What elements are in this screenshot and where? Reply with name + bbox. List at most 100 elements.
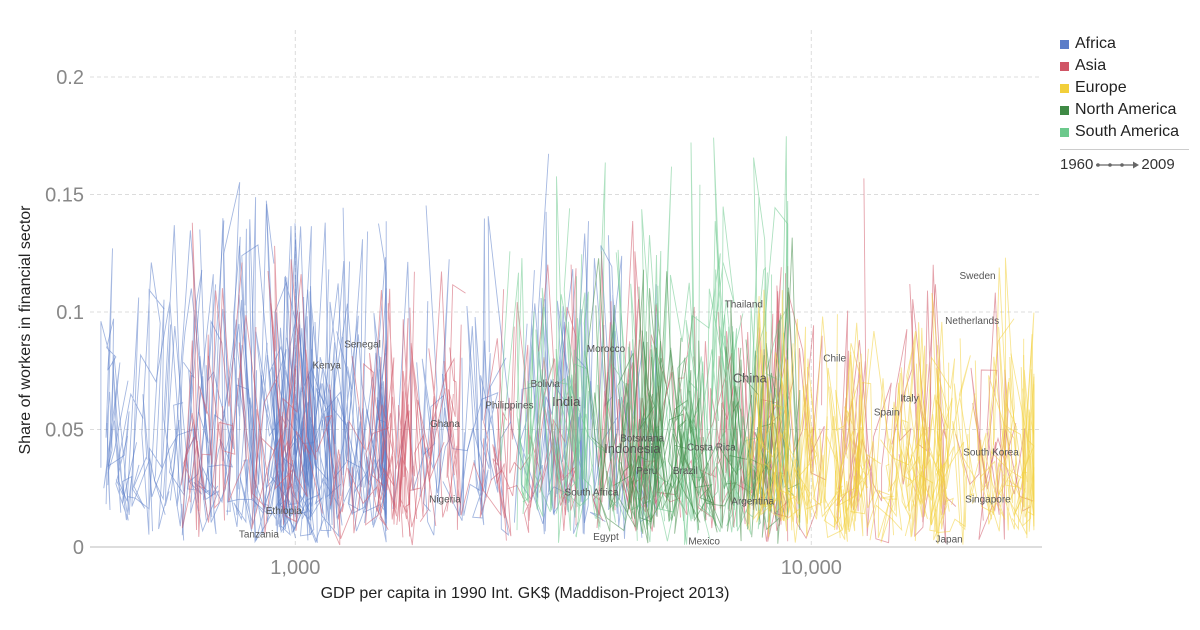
y-tick-label: 0.2 (56, 67, 84, 89)
country-trajectory (583, 291, 621, 519)
country-trajectory (850, 348, 881, 528)
x-tick-label: 10,000 (781, 557, 842, 579)
country-trajectory (627, 269, 660, 534)
legend-item[interactable]: Africa (1060, 33, 1195, 55)
country-trajectory (316, 356, 366, 546)
country-trajectory (698, 340, 735, 522)
country-trajectory (112, 361, 133, 521)
country-trajectory (834, 353, 864, 532)
country-trajectory (1027, 369, 1035, 527)
country-trajectory (479, 344, 530, 518)
country-trajectory (444, 324, 462, 530)
country-trajectory (990, 354, 1028, 535)
country-label: Singapore (965, 494, 1011, 505)
country-trajectory (117, 297, 166, 515)
country-trajectory (428, 271, 455, 518)
country-trajectory (756, 389, 823, 523)
country-label: Sweden (959, 271, 995, 282)
country-trajectory (286, 260, 345, 507)
country-label: Peru (636, 466, 657, 477)
legend-swatch (1060, 127, 1069, 137)
country-trajectory (606, 352, 687, 530)
country-label: Kenya (312, 360, 341, 371)
country-label: India (552, 394, 581, 409)
country-trajectory (823, 331, 934, 539)
country-trajectory (900, 367, 930, 537)
legend-label: Africa (1075, 35, 1116, 52)
country-trajectory (287, 259, 317, 531)
country-trajectory (585, 258, 644, 532)
country-trajectory (293, 373, 323, 533)
country-trajectory (952, 338, 966, 545)
country-trajectory (422, 218, 487, 516)
legend-swatch (1060, 39, 1069, 49)
country-label: Nigeria (429, 494, 461, 505)
country-trajectory (226, 204, 291, 534)
country-label: Senegal (344, 339, 381, 350)
country-trajectory (759, 289, 809, 537)
country-trajectory (729, 350, 757, 530)
country-trajectory (889, 369, 950, 532)
country-trajectory (351, 362, 394, 534)
country-trajectory (365, 289, 445, 537)
country-trajectory (753, 377, 817, 543)
country-label: Chile (823, 353, 846, 364)
country-trajectory (641, 271, 701, 523)
country-label: Japan (936, 534, 963, 545)
legend-swatch (1060, 105, 1069, 115)
country-trajectory (181, 340, 198, 531)
country-trajectory (891, 264, 947, 544)
country-trajectory (876, 345, 955, 538)
country-trajectory (931, 321, 976, 545)
country-label: Bolivia (530, 379, 560, 390)
country-label: Spain (874, 407, 900, 418)
timeline-arrow-icon (1096, 161, 1140, 168)
country-trajectory (405, 307, 437, 546)
country-label: China (733, 371, 768, 386)
country-label: Argentina (731, 497, 774, 508)
country-trajectory (973, 356, 1027, 520)
country-trajectory (812, 314, 861, 542)
country-trajectory (107, 225, 185, 541)
country-trajectory (191, 222, 243, 537)
country-label: Morocco (587, 344, 626, 355)
country-label: South Africa (565, 487, 619, 498)
country-trajectory (203, 244, 284, 532)
country-trajectory (752, 426, 814, 538)
legend-item[interactable]: Asia (1060, 55, 1195, 77)
country-trajectory (785, 326, 814, 525)
country-trajectory (132, 394, 208, 516)
y-tick-label: 0.05 (45, 420, 84, 442)
country-trajectory (974, 360, 993, 514)
country-trajectory (988, 267, 1035, 516)
country-label: Ghana (430, 419, 460, 430)
country-trajectory (354, 288, 387, 532)
country-trajectory (180, 326, 257, 523)
country-trajectory (250, 197, 277, 536)
y-tick-label: 0.15 (45, 185, 84, 207)
country-trajectory (564, 254, 600, 530)
country-label: Philippines (485, 400, 533, 411)
legend-label: South America (1075, 123, 1180, 140)
country-trajectory (181, 362, 219, 536)
country-trajectory (929, 355, 987, 526)
legend-item[interactable]: Europe (1060, 77, 1195, 99)
country-trajectory (613, 383, 640, 528)
country-label: Italy (900, 393, 918, 404)
y-tick-label: 0 (73, 537, 84, 559)
country-trajectory (757, 313, 793, 532)
country-trajectory (789, 358, 843, 539)
country-trajectory (207, 288, 284, 530)
country-trajectory (526, 329, 554, 517)
x-axis-title: GDP per capita in 1990 Int. GK$ (Maddiso… (321, 585, 730, 602)
country-trajectory (500, 251, 551, 499)
y-tick-label: 0.1 (56, 302, 84, 324)
legend-divider (1060, 149, 1189, 150)
x-tick-label: 1,000 (270, 557, 320, 579)
legend-swatch (1060, 83, 1069, 93)
legend-item[interactable]: South America (1060, 121, 1195, 143)
series-lines (100, 136, 1035, 546)
country-trajectory (127, 262, 165, 535)
legend-item[interactable]: North America (1060, 99, 1195, 121)
